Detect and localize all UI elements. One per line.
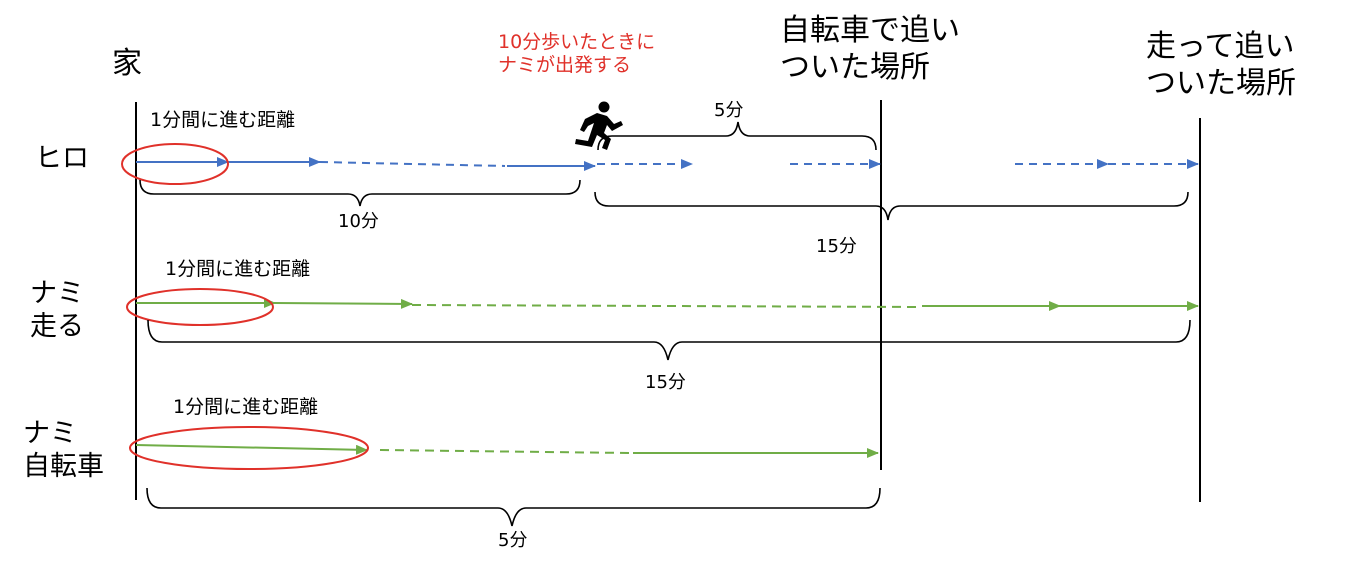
duration-run: 15分: [645, 372, 686, 393]
nami-run-arrows: [136, 298, 1199, 311]
start-note: 10分歩いたときに ナミが出発する: [498, 31, 656, 77]
duration-gap: 5分: [714, 100, 744, 121]
brace-hiro-15: [594, 191, 1189, 221]
brace-gap-5: [597, 121, 877, 151]
brace-run-15: [147, 319, 1191, 361]
bike-catch-label: 自転車で追い ついた場所: [780, 13, 960, 85]
duration-hiro-after: 15分: [816, 236, 857, 257]
brace-bike-5: [146, 487, 881, 527]
distance-label-bike: 1分間に進む距離: [173, 396, 319, 418]
distance-label-hiro: 1分間に進む距離: [150, 109, 296, 131]
hiro-arrows: [136, 157, 1199, 171]
row-label-run: ナミ 走る: [30, 278, 84, 342]
duration-bike: 5分: [498, 530, 528, 551]
duration-hiro-before: 10分: [338, 211, 379, 232]
row-label-hiro: ヒロ: [35, 143, 89, 174]
distance-highlight-bike: [129, 426, 369, 470]
distance-highlight-hiro: [121, 143, 229, 185]
home-label: 家: [112, 46, 142, 81]
brace-hiro-10: [139, 179, 581, 207]
running-person-icon: [575, 101, 623, 150]
distance-label-run: 1分間に進む距離: [165, 258, 311, 280]
nami-bike-arrows: [135, 444, 879, 458]
row-label-bike: ナミ 自転車: [23, 418, 104, 482]
distance-highlight-run: [126, 288, 274, 326]
run-catch-label: 走って追い ついた場所: [1146, 29, 1296, 101]
